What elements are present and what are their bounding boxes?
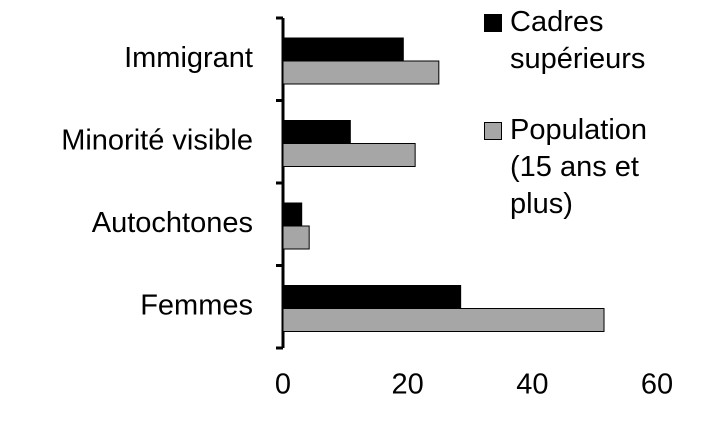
bar <box>282 60 440 85</box>
legend-swatch <box>484 122 502 140</box>
legend-label: Population (15 ans et plus) <box>510 114 648 220</box>
y-tick-label: Femmes <box>140 289 253 321</box>
bar <box>282 120 351 144</box>
legend-swatch <box>484 14 502 32</box>
bar <box>282 225 310 250</box>
y-tick-label: Minorité visible <box>61 124 253 156</box>
x-tick-label: 20 <box>392 369 424 401</box>
x-tick-label: 40 <box>516 369 548 401</box>
x-tick-label: 0 <box>275 369 291 401</box>
bar <box>282 308 605 332</box>
y-tick-label: Immigrant <box>124 42 253 74</box>
bar <box>282 37 404 62</box>
legend-label: Cadres supérieurs <box>510 6 646 75</box>
bar <box>282 143 416 167</box>
y-tick-label: Autochtones <box>92 207 253 239</box>
legend-item: Population (15 ans et plus) <box>484 112 659 223</box>
legend-item: Cadres supérieurs <box>484 4 659 78</box>
x-tick-label: 60 <box>641 369 673 401</box>
bar <box>282 202 303 227</box>
bar <box>282 285 462 309</box>
